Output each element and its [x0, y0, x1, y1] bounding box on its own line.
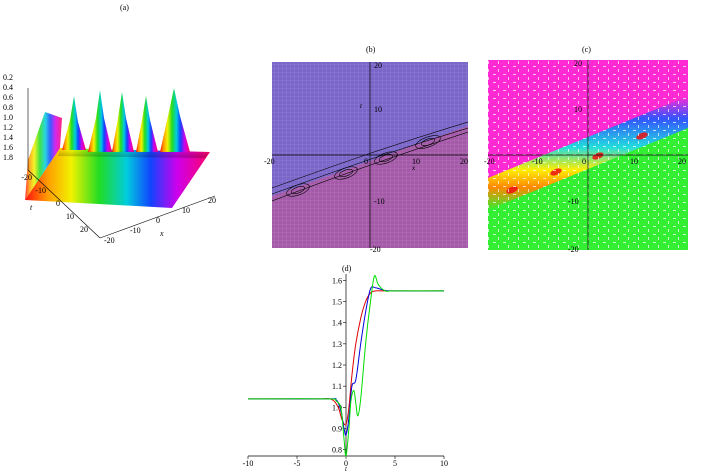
z-tick-label: 1.8: [3, 153, 13, 162]
panel-b: (b): [262, 42, 474, 258]
z-tick-label: 1.0: [3, 113, 13, 122]
line-chart: (d) -10 -5 0 5 10 0.8 0.9 1.0 1.1 1.2 1.3 1.4 1.5 1.6…: [243, 264, 448, 473]
b-ytick-neg20: -20: [370, 245, 381, 254]
t-tick-label: 10: [66, 212, 74, 221]
series-line-0: [247, 290, 444, 426]
y-tick-label: 1.6: [332, 276, 342, 285]
y-tick-label: 1.0: [332, 403, 342, 412]
panel-d: (d) -10 -5 0 5 10 0.8 0.9 1.0 1.1 1.2 1.3 1.4 1.5 1.6…: [236, 262, 456, 474]
b-xtick-20: 20: [460, 157, 468, 166]
x-tick-label: 5: [393, 459, 397, 468]
t-tick-label: 20: [80, 225, 88, 234]
b-xtick-0: 0: [364, 157, 368, 166]
x-tick-labels: -20 -10 0 10 20: [104, 196, 216, 245]
c-xtick-neg10: -10: [532, 157, 543, 166]
contour-lines: [272, 121, 468, 202]
x-tick-label: -10: [243, 459, 254, 468]
x-tick-label: 20: [208, 196, 216, 205]
z-tick-label: 0.8: [3, 103, 13, 112]
panel-b-label: (b): [366, 45, 376, 54]
chart-series: [247, 275, 445, 457]
surface-plot: 0.20.40.60.81.01.21.41.61.8 -20-1001020 …: [3, 73, 216, 245]
y-tick-label: 0.8: [332, 446, 342, 455]
c-ytick-neg20: -20: [568, 245, 579, 254]
panel-a-label: (a): [120, 3, 129, 12]
series-line-2: [247, 275, 444, 457]
b-ytick-neg10: -10: [374, 197, 385, 206]
z-tick-label: 0.6: [3, 93, 13, 102]
y-tick-label: 0.9: [332, 424, 342, 433]
y-tick-label: 1.2: [332, 361, 342, 370]
surface-wall: [25, 112, 62, 200]
x-tick-label: -20: [104, 236, 115, 245]
c-ytick-20: 20: [574, 59, 582, 68]
x-tick-label: 10: [440, 459, 448, 468]
z-tick-label: 0.2: [3, 73, 13, 82]
c-xtick-10: 10: [630, 157, 638, 166]
t-tick-label: -10: [35, 186, 46, 195]
panel-a: (a): [0, 0, 240, 260]
y-tick-label: 1.3: [332, 340, 342, 349]
b-xtick-neg20: -20: [264, 157, 275, 166]
c-xtick-neg20: -20: [484, 157, 495, 166]
z-tick-label: 1.6: [3, 143, 13, 152]
z-tick-label: 1.4: [3, 133, 13, 142]
x-tick-label: 0: [156, 216, 160, 225]
c-ytick-10: 10: [574, 105, 582, 114]
density-plot: 20 10 -10 -20 -20 -10 0 10 20: [484, 59, 688, 254]
b-x-axis-label: x: [411, 164, 416, 172]
x-tick-label: 10: [182, 206, 190, 215]
x-axis-label: x: [159, 229, 164, 238]
t-tick-label: -20: [21, 173, 32, 182]
y-tick-label: 1.5: [332, 298, 342, 307]
x-tick-label: 0: [344, 459, 348, 468]
t-tick-labels: -20-10 0 10 20: [21, 173, 88, 234]
y-tick-label: 1.1: [332, 382, 342, 391]
x-tick-label: -5: [294, 459, 301, 468]
surface-peaks: [58, 88, 210, 158]
chart-xlabel: t: [345, 465, 348, 473]
chart-axes: -10 -5 0 5 10 0.8 0.9 1.0 1.1 1.2 1.3 1.4 1.5 1.6: [243, 274, 448, 468]
contour-plot: 20 10 -10 -20 -20 0 10 20 t x: [264, 61, 468, 254]
x-tick-label: -10: [130, 226, 141, 235]
z-tick-labels: 0.20.40.60.81.01.21.41.61.8: [3, 73, 13, 162]
t-axis-label: t: [30, 203, 33, 212]
c-xtick-20: 20: [678, 157, 686, 166]
panel-c-label: (c): [582, 45, 591, 54]
panel-c: (c): [482, 42, 694, 258]
y-tick-label: 1.4: [332, 319, 342, 328]
t-tick-label: 0: [56, 199, 60, 208]
z-tick-label: 0.4: [3, 83, 13, 92]
b-xtick-10: 10: [412, 157, 420, 166]
c-ytick-neg10: -10: [568, 197, 579, 206]
b-ytick-20: 20: [374, 61, 382, 70]
b-y-axis-label: t: [360, 102, 363, 110]
chart-title: (d): [342, 264, 352, 273]
z-tick-label: 1.2: [3, 123, 13, 132]
surface-base: [25, 148, 210, 208]
b-ytick-10: 10: [374, 105, 382, 114]
c-xtick-0: 0: [582, 157, 586, 166]
